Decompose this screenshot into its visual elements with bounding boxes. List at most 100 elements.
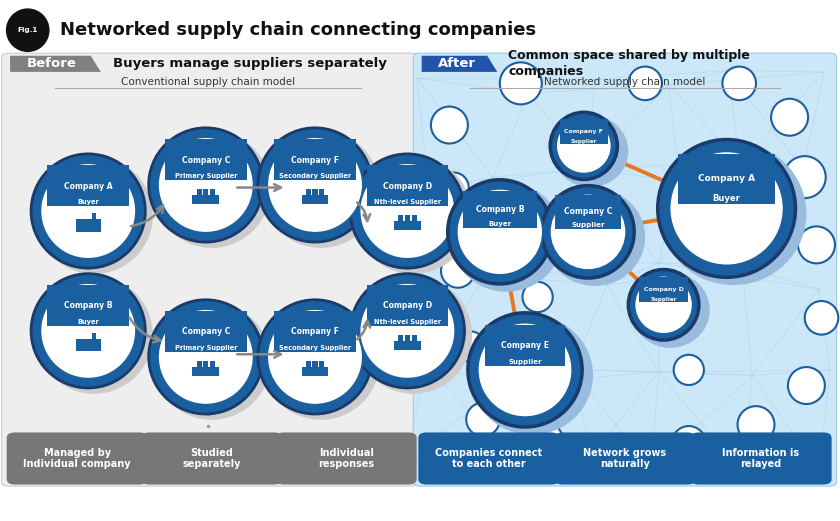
FancyBboxPatch shape bbox=[276, 432, 417, 485]
Text: Nth-level Supplier: Nth-level Supplier bbox=[374, 319, 441, 325]
Text: Managed by
Individual company: Managed by Individual company bbox=[24, 448, 131, 469]
Text: After: After bbox=[438, 57, 476, 70]
FancyBboxPatch shape bbox=[7, 432, 148, 485]
FancyBboxPatch shape bbox=[192, 195, 219, 204]
Text: Networked supply chain connecting companies: Networked supply chain connecting compan… bbox=[60, 21, 537, 39]
FancyBboxPatch shape bbox=[398, 335, 403, 341]
Ellipse shape bbox=[431, 107, 468, 143]
FancyBboxPatch shape bbox=[197, 361, 202, 367]
Text: Studied
separately: Studied separately bbox=[182, 448, 241, 469]
Text: Secondary Supplier: Secondary Supplier bbox=[279, 345, 351, 351]
Ellipse shape bbox=[441, 254, 475, 288]
Ellipse shape bbox=[457, 189, 543, 275]
Text: Company C: Company C bbox=[181, 327, 230, 337]
Text: Buyers manage suppliers separately: Buyers manage suppliers separately bbox=[113, 57, 387, 70]
FancyBboxPatch shape bbox=[197, 189, 202, 195]
Ellipse shape bbox=[674, 355, 704, 385]
Text: Information is
relayed: Information is relayed bbox=[722, 448, 800, 469]
Ellipse shape bbox=[450, 182, 563, 292]
Ellipse shape bbox=[350, 154, 465, 268]
FancyBboxPatch shape bbox=[398, 215, 403, 221]
Ellipse shape bbox=[468, 313, 582, 427]
Text: Company F: Company F bbox=[291, 155, 339, 165]
Ellipse shape bbox=[784, 156, 826, 198]
FancyBboxPatch shape bbox=[92, 333, 96, 339]
Text: Supplier: Supplier bbox=[571, 222, 605, 228]
Ellipse shape bbox=[542, 185, 634, 278]
Ellipse shape bbox=[522, 282, 553, 312]
Text: Common space shared by multiple
companies: Common space shared by multiple companie… bbox=[508, 49, 750, 78]
Ellipse shape bbox=[354, 156, 472, 274]
Ellipse shape bbox=[550, 113, 617, 179]
FancyBboxPatch shape bbox=[412, 335, 417, 341]
Ellipse shape bbox=[628, 67, 662, 100]
Ellipse shape bbox=[798, 227, 835, 263]
Ellipse shape bbox=[631, 272, 710, 348]
Ellipse shape bbox=[31, 274, 145, 388]
Ellipse shape bbox=[262, 302, 380, 420]
Ellipse shape bbox=[526, 422, 563, 458]
Ellipse shape bbox=[158, 309, 254, 405]
Ellipse shape bbox=[149, 128, 263, 242]
Text: Primary Supplier: Primary Supplier bbox=[175, 173, 237, 179]
Text: Supplier: Supplier bbox=[508, 359, 542, 365]
Text: Buyer: Buyer bbox=[712, 194, 741, 203]
Ellipse shape bbox=[360, 283, 455, 379]
FancyBboxPatch shape bbox=[405, 215, 410, 221]
Ellipse shape bbox=[500, 63, 542, 104]
Ellipse shape bbox=[267, 309, 363, 405]
Text: Fig.1: Fig.1 bbox=[18, 27, 38, 33]
FancyBboxPatch shape bbox=[312, 189, 318, 195]
Text: Company C: Company C bbox=[181, 155, 230, 165]
FancyBboxPatch shape bbox=[165, 312, 247, 352]
FancyBboxPatch shape bbox=[560, 119, 607, 144]
FancyBboxPatch shape bbox=[485, 325, 565, 366]
FancyBboxPatch shape bbox=[306, 361, 311, 367]
FancyBboxPatch shape bbox=[463, 191, 537, 228]
Ellipse shape bbox=[258, 300, 372, 414]
Text: Company B: Company B bbox=[64, 301, 113, 311]
Ellipse shape bbox=[556, 118, 612, 174]
Text: Buyer: Buyer bbox=[77, 200, 99, 205]
FancyBboxPatch shape bbox=[555, 195, 621, 229]
FancyBboxPatch shape bbox=[92, 213, 96, 219]
Ellipse shape bbox=[470, 315, 593, 435]
Ellipse shape bbox=[153, 130, 270, 248]
Ellipse shape bbox=[149, 300, 263, 414]
FancyBboxPatch shape bbox=[638, 277, 689, 303]
Text: Networked supply chain model: Networked supply chain model bbox=[544, 77, 706, 87]
FancyBboxPatch shape bbox=[554, 432, 696, 485]
FancyBboxPatch shape bbox=[192, 367, 219, 376]
Ellipse shape bbox=[448, 180, 552, 284]
Ellipse shape bbox=[40, 163, 136, 259]
FancyBboxPatch shape bbox=[413, 53, 837, 486]
Ellipse shape bbox=[258, 128, 372, 242]
FancyBboxPatch shape bbox=[319, 361, 324, 367]
FancyBboxPatch shape bbox=[394, 221, 421, 230]
Ellipse shape bbox=[738, 406, 774, 443]
Text: Primary Supplier: Primary Supplier bbox=[175, 345, 237, 351]
Ellipse shape bbox=[31, 154, 145, 268]
Text: Company C: Company C bbox=[564, 207, 612, 216]
FancyBboxPatch shape bbox=[678, 154, 775, 204]
FancyBboxPatch shape bbox=[165, 140, 247, 180]
Text: Company F: Company F bbox=[564, 129, 603, 134]
Ellipse shape bbox=[40, 283, 136, 379]
Text: Companies connect
to each other: Companies connect to each other bbox=[435, 448, 543, 469]
Ellipse shape bbox=[35, 276, 153, 394]
Text: Company F: Company F bbox=[291, 327, 339, 337]
Text: Company D: Company D bbox=[643, 287, 684, 292]
FancyBboxPatch shape bbox=[203, 189, 208, 195]
FancyBboxPatch shape bbox=[274, 312, 356, 352]
Ellipse shape bbox=[788, 367, 825, 404]
Ellipse shape bbox=[455, 331, 486, 362]
Ellipse shape bbox=[771, 99, 808, 135]
Ellipse shape bbox=[262, 130, 380, 248]
Text: Supplier: Supplier bbox=[650, 297, 677, 302]
FancyBboxPatch shape bbox=[366, 166, 449, 206]
Ellipse shape bbox=[805, 301, 838, 334]
FancyBboxPatch shape bbox=[319, 189, 324, 195]
Ellipse shape bbox=[354, 276, 472, 394]
Text: Company A: Company A bbox=[64, 181, 113, 191]
Text: Company D: Company D bbox=[383, 301, 432, 311]
